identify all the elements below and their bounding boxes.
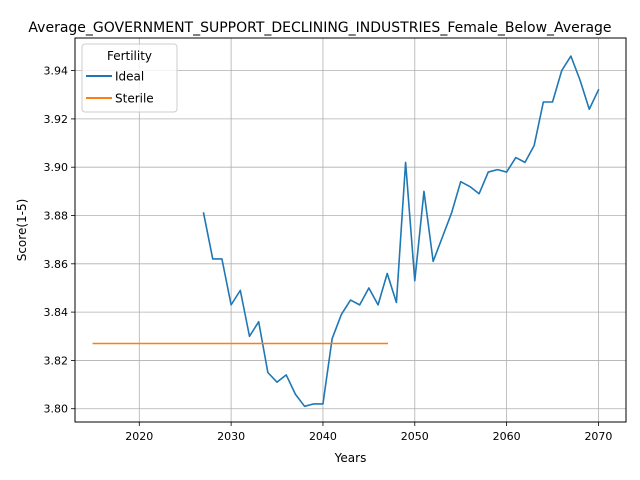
y-tick-label: 3.86 (44, 258, 69, 271)
legend-title: Fertility (107, 49, 152, 63)
series-line-ideal (202, 55, 600, 408)
x-tick-label: 2050 (401, 430, 429, 443)
legend-box (81, 43, 178, 113)
series-lines (92, 55, 600, 408)
x-tick-label: 2060 (493, 430, 521, 443)
y-tick-label: 3.94 (44, 65, 69, 78)
y-tick-label: 3.80 (44, 403, 69, 416)
y-tick-label: 3.88 (44, 210, 69, 223)
x-tick-label: 2070 (584, 430, 612, 443)
legend-label-sterile: Sterile (115, 92, 154, 106)
x-tick-label: 2030 (217, 430, 245, 443)
x-tick-label: 2040 (309, 430, 337, 443)
y-tick-label: 3.90 (44, 161, 69, 174)
y-tick-label: 3.82 (44, 354, 69, 367)
y-tick-label: 3.84 (44, 306, 69, 319)
chart-title: Average_GOVERNMENT_SUPPORT_DECLINING_IND… (28, 20, 611, 36)
y-axis-label: Score(1-5) (15, 199, 29, 262)
grid-lines (75, 38, 626, 422)
plot-frame (74, 37, 627, 423)
x-axis-ticks: 2020 2030 2040 2050 2060 2070 (125, 422, 612, 443)
legend: Fertility Ideal Sterile (81, 43, 178, 113)
x-axis-label: Years (334, 451, 367, 465)
y-tick-label: 3.92 (44, 113, 69, 126)
x-tick-label: 2020 (125, 430, 153, 443)
legend-label-ideal: Ideal (115, 70, 144, 84)
y-axis-ticks: 3.80 3.82 3.84 3.86 3.88 3.90 3.92 3.94 (44, 65, 75, 416)
